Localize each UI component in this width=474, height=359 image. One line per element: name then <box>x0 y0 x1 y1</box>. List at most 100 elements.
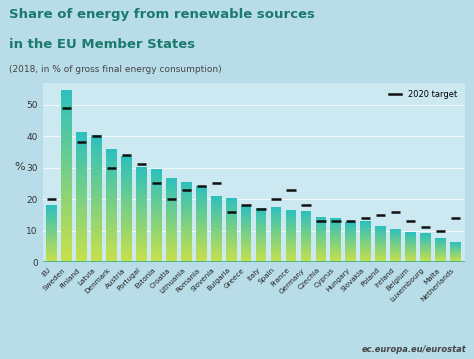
Bar <box>181 247 191 249</box>
Bar <box>106 204 117 206</box>
Bar <box>166 185 177 187</box>
Bar <box>106 202 117 204</box>
Bar <box>151 222 162 223</box>
Bar <box>106 209 117 211</box>
Bar <box>316 226 326 227</box>
Bar <box>226 215 237 216</box>
Bar <box>181 222 191 223</box>
Bar <box>301 221 311 222</box>
Bar <box>255 216 266 217</box>
Bar <box>420 234 431 235</box>
Bar <box>316 260 326 261</box>
Bar <box>91 220 102 222</box>
Text: Share of energy from renewable sources: Share of energy from renewable sources <box>9 8 315 21</box>
Bar <box>181 203 191 205</box>
Bar <box>181 206 191 207</box>
Bar <box>211 208 221 209</box>
Bar <box>271 252 282 253</box>
Bar <box>271 260 282 261</box>
Bar <box>151 211 162 213</box>
Bar <box>151 254 162 256</box>
Bar <box>196 244 207 246</box>
Bar <box>435 244 446 245</box>
Bar <box>211 209 221 210</box>
Bar <box>316 257 326 258</box>
Bar <box>166 237 177 238</box>
Bar <box>136 256 147 257</box>
Bar <box>346 259 356 260</box>
Bar <box>271 222 282 223</box>
Bar <box>241 221 252 222</box>
Bar <box>121 255 132 257</box>
Bar <box>91 199 102 201</box>
Bar <box>420 260 431 261</box>
Bar <box>76 258 87 260</box>
Bar <box>241 254 252 255</box>
Bar <box>91 218 102 220</box>
Bar <box>226 206 237 207</box>
Bar <box>226 259 237 260</box>
Bar <box>151 180 162 182</box>
Bar <box>330 227 341 228</box>
Bar <box>375 259 386 260</box>
Bar <box>46 207 57 208</box>
Bar <box>360 226 371 227</box>
Bar <box>76 260 87 262</box>
Bar <box>136 250 147 251</box>
Bar <box>91 247 102 250</box>
Bar <box>196 201 207 202</box>
Bar <box>76 201 87 204</box>
Bar <box>196 196 207 197</box>
Bar <box>211 201 221 202</box>
Bar <box>435 250 446 251</box>
Bar <box>346 239 356 240</box>
Bar <box>76 171 87 173</box>
Bar <box>346 235 356 236</box>
Bar <box>255 215 266 216</box>
Bar <box>181 237 191 238</box>
Bar <box>61 104 72 107</box>
Bar <box>346 257 356 258</box>
Bar <box>151 239 162 241</box>
Bar <box>420 248 431 249</box>
Bar <box>405 240 416 241</box>
Bar <box>301 256 311 257</box>
Bar <box>420 258 431 259</box>
Bar <box>316 236 326 237</box>
Bar <box>76 156 87 158</box>
Bar <box>121 220 132 222</box>
Bar <box>61 119 72 122</box>
Bar <box>136 240 147 241</box>
Bar <box>346 246 356 247</box>
Bar <box>226 204 237 205</box>
Bar <box>390 259 401 260</box>
Bar <box>151 169 162 171</box>
Bar <box>181 182 191 183</box>
Bar <box>346 253 356 254</box>
Bar <box>46 246 57 247</box>
Bar <box>46 208 57 209</box>
Bar <box>196 227 207 228</box>
Bar <box>316 221 326 222</box>
Bar <box>226 237 237 238</box>
Bar <box>420 256 431 257</box>
Bar <box>136 243 147 244</box>
Bar <box>166 181 177 182</box>
Y-axis label: %: % <box>14 162 25 172</box>
Bar <box>286 226 296 227</box>
Bar <box>226 205 237 206</box>
Bar <box>330 231 341 232</box>
Bar <box>121 243 132 244</box>
Bar <box>211 227 221 228</box>
Bar <box>226 252 237 253</box>
Bar <box>196 243 207 244</box>
Bar <box>226 199 237 200</box>
Bar <box>255 245 266 246</box>
Bar <box>226 238 237 239</box>
Bar <box>136 219 147 221</box>
Bar <box>196 187 207 188</box>
Bar <box>91 239 102 241</box>
Bar <box>226 224 237 225</box>
Bar <box>166 261 177 262</box>
Bar <box>241 223 252 224</box>
